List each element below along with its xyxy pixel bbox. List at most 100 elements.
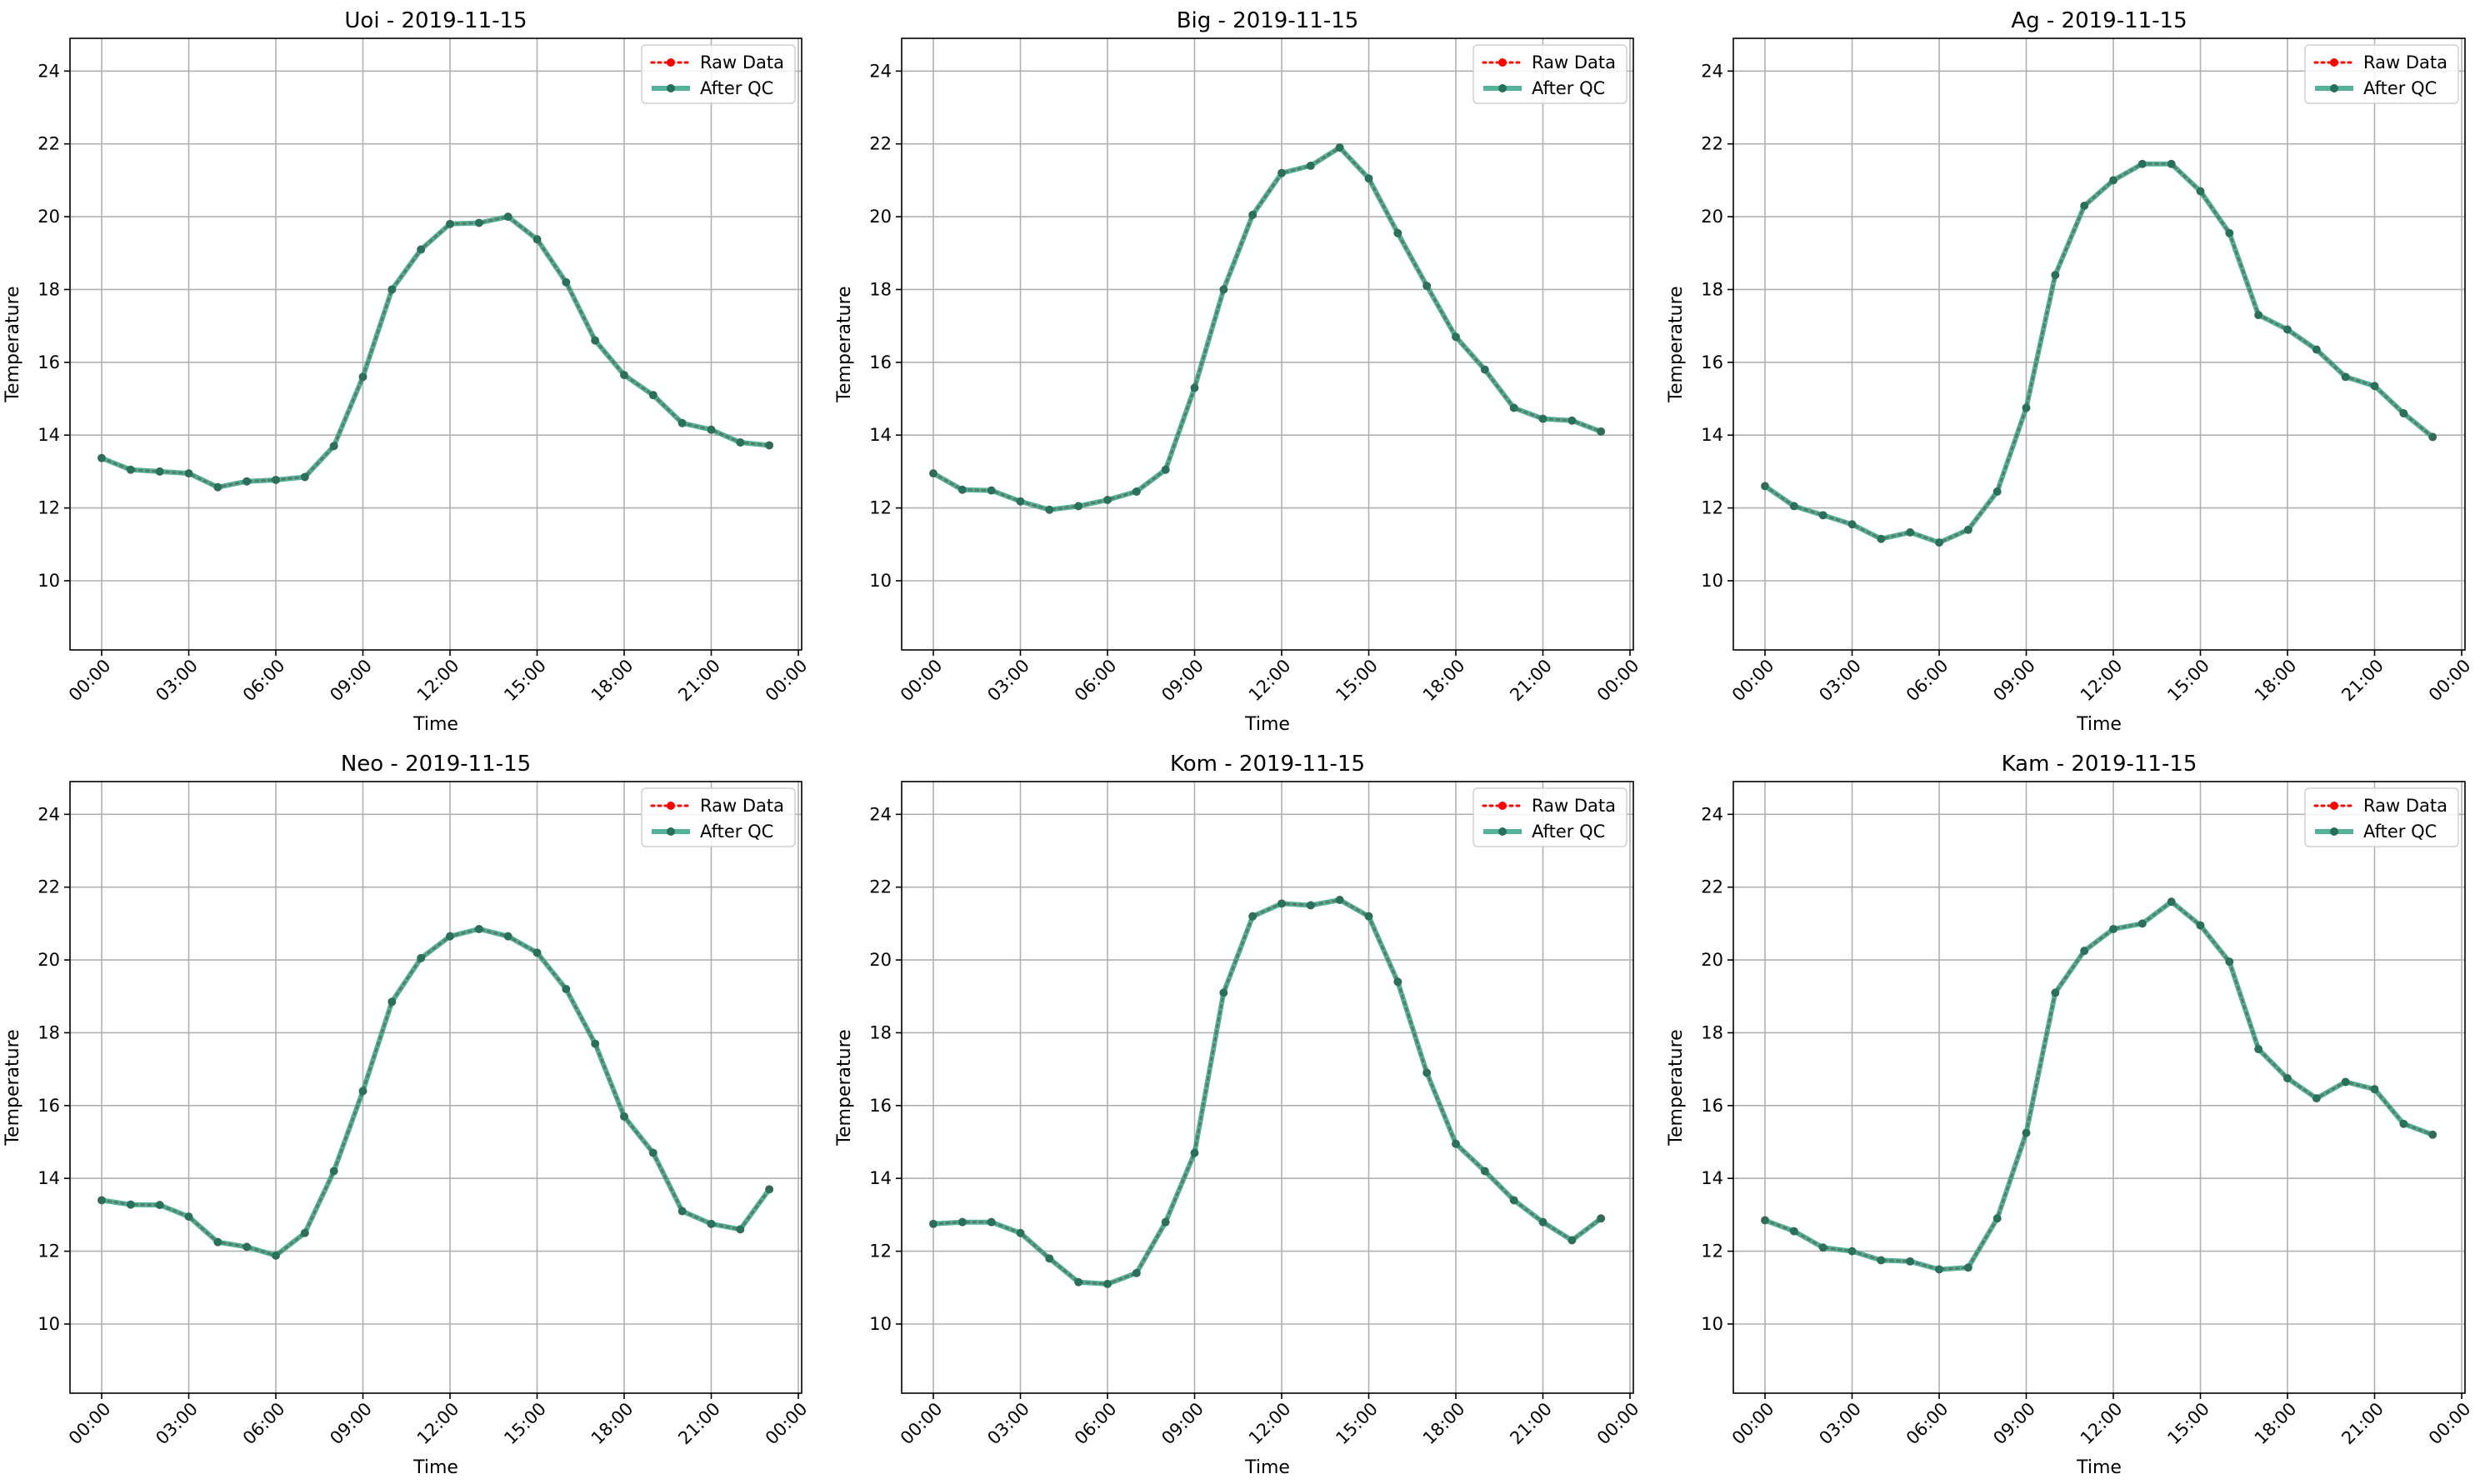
- after-qc-point: [1132, 487, 1141, 496]
- x-tick-label: 18:00: [1419, 1399, 1469, 1449]
- after-qc-point: [1452, 1139, 1460, 1148]
- series-after-qc: [1761, 897, 2438, 1274]
- after-qc-point: [1877, 534, 1886, 543]
- after-qc-point: [126, 465, 135, 474]
- legend-label: After QC: [1532, 78, 1605, 98]
- after-qc-point: [1509, 1196, 1518, 1205]
- y-tick-label: 12: [1701, 1242, 1723, 1262]
- after-qc-point: [2428, 432, 2438, 442]
- x-axis-label: Time: [412, 1457, 458, 1478]
- after-qc-point: [2254, 311, 2263, 320]
- x-tick-label: 00:00: [2425, 1399, 2475, 1449]
- after-qc-point: [1306, 901, 1315, 910]
- after-qc-point: [736, 437, 745, 447]
- legend: Raw Data After QC: [2304, 787, 2459, 847]
- after-qc-point: [2080, 201, 2089, 210]
- after-qc-point: [1364, 912, 1373, 921]
- after-qc-point: [1219, 988, 1228, 997]
- y-tick-label: 20: [1701, 950, 1723, 970]
- after-qc-point: [272, 1251, 280, 1260]
- x-tick-label: 15:00: [500, 1399, 550, 1449]
- x-tick-label: 03:00: [1815, 656, 1865, 706]
- after-qc-point: [2109, 176, 2118, 185]
- after-qc-point: [242, 477, 252, 486]
- y-tick-label: 12: [869, 1242, 892, 1262]
- after-qc-point: [1422, 1068, 1432, 1077]
- x-tick-label: 00:00: [762, 656, 812, 706]
- chart-title: Big - 2019-11-15: [1177, 8, 1359, 33]
- y-tick-label: 20: [869, 950, 892, 970]
- legend-label: After QC: [2363, 822, 2437, 842]
- x-axis-label: Time: [2076, 714, 2122, 735]
- plot-area: [70, 38, 802, 650]
- x-tick-label: 15:00: [500, 656, 550, 706]
- after-qc-point: [1045, 505, 1054, 514]
- x-tick-label: 21:00: [2338, 656, 2388, 706]
- series-after-qc: [929, 143, 1606, 514]
- after-qc-point: [1963, 525, 1972, 534]
- x-tick-label: 15:00: [1332, 656, 1382, 706]
- after-qc-point: [1597, 427, 1606, 436]
- y-tick-label: 24: [1701, 804, 1723, 824]
- y-tick-label: 18: [38, 1022, 60, 1042]
- axes-frame: [1732, 37, 2466, 651]
- legend-label: After QC: [2363, 78, 2437, 98]
- after-qc-point: [417, 953, 426, 962]
- legend: Raw Data After QC: [2304, 44, 2459, 104]
- y-tick-label: 10: [1701, 571, 1723, 591]
- after-qc-point: [1016, 1228, 1025, 1237]
- after-qc-point: [1452, 332, 1460, 342]
- x-tick-label: 00:00: [1728, 1399, 1778, 1449]
- after-qc-point: [2109, 924, 2118, 933]
- after-qc-point: [300, 472, 309, 482]
- series-after-qc: [929, 895, 1606, 1288]
- after-qc-point: [1761, 482, 1769, 491]
- after-qc-point: [155, 467, 164, 476]
- after-qc-point: [1906, 527, 1915, 537]
- y-tick-label: 14: [1701, 425, 1723, 445]
- chart-title: Neo - 2019-11-15: [341, 752, 531, 777]
- legend-label: After QC: [700, 822, 773, 842]
- after-qc-point: [929, 1219, 938, 1228]
- after-qc-point: [765, 1185, 774, 1194]
- y-tick-label: 24: [38, 61, 60, 81]
- after-qc-point: [591, 1039, 600, 1048]
- x-tick-label: 06:00: [1902, 1399, 1952, 1449]
- legend-after-qc-marker: [667, 84, 675, 92]
- x-tick-label: 00:00: [65, 656, 115, 706]
- legend-label: Raw Data: [2363, 52, 2448, 72]
- after-qc-point: [2370, 382, 2379, 391]
- y-tick-label: 24: [869, 61, 892, 81]
- x-tick-label: 12:00: [1245, 1399, 1295, 1449]
- y-tick-label: 14: [869, 1168, 892, 1188]
- legend-label: Raw Data: [2363, 796, 2448, 816]
- after-qc-point: [1422, 282, 1432, 291]
- x-axis-label: Time: [412, 714, 458, 735]
- x-tick-label: 03:00: [152, 656, 202, 706]
- chart-panel-5: 10 12 14 16 18 20 22 24 00:00 03:00 06:00 09:00 12:0…: [834, 752, 1643, 1478]
- y-tick-label: 14: [869, 425, 892, 445]
- after-qc-point: [532, 235, 542, 244]
- axes-frame: [69, 37, 802, 651]
- y-tick-label: 18: [1701, 1022, 1723, 1042]
- axes-frame: [69, 781, 802, 1394]
- after-qc-point: [2167, 897, 2176, 907]
- y-tick-label: 22: [1701, 877, 1723, 897]
- y-tick-label: 12: [869, 498, 892, 518]
- y-axis-label: Temperature: [2, 1029, 23, 1146]
- after-qc-point: [1818, 511, 1828, 520]
- chart-panel-3: 10 12 14 16 18 20 22 24 00:00 03:00 06:00 09:00 12:0…: [1666, 8, 2475, 735]
- y-tick-label: 16: [38, 352, 60, 372]
- x-axis-label: Time: [1244, 1457, 1290, 1478]
- after-qc-point: [1335, 143, 1344, 152]
- legend-label: After QC: [700, 78, 773, 98]
- x-tick-label: 15:00: [1332, 1399, 1382, 1449]
- axes-frame: [1732, 781, 2466, 1394]
- x-tick-label: 12:00: [2077, 1399, 2127, 1449]
- after-qc-point: [2196, 921, 2205, 930]
- after-qc-point: [242, 1242, 252, 1252]
- y-tick-label: 16: [1701, 1096, 1723, 1116]
- after-qc-point: [213, 1237, 222, 1247]
- x-tick-label: 06:00: [239, 1399, 289, 1449]
- after-qc-point: [1935, 1265, 1943, 1274]
